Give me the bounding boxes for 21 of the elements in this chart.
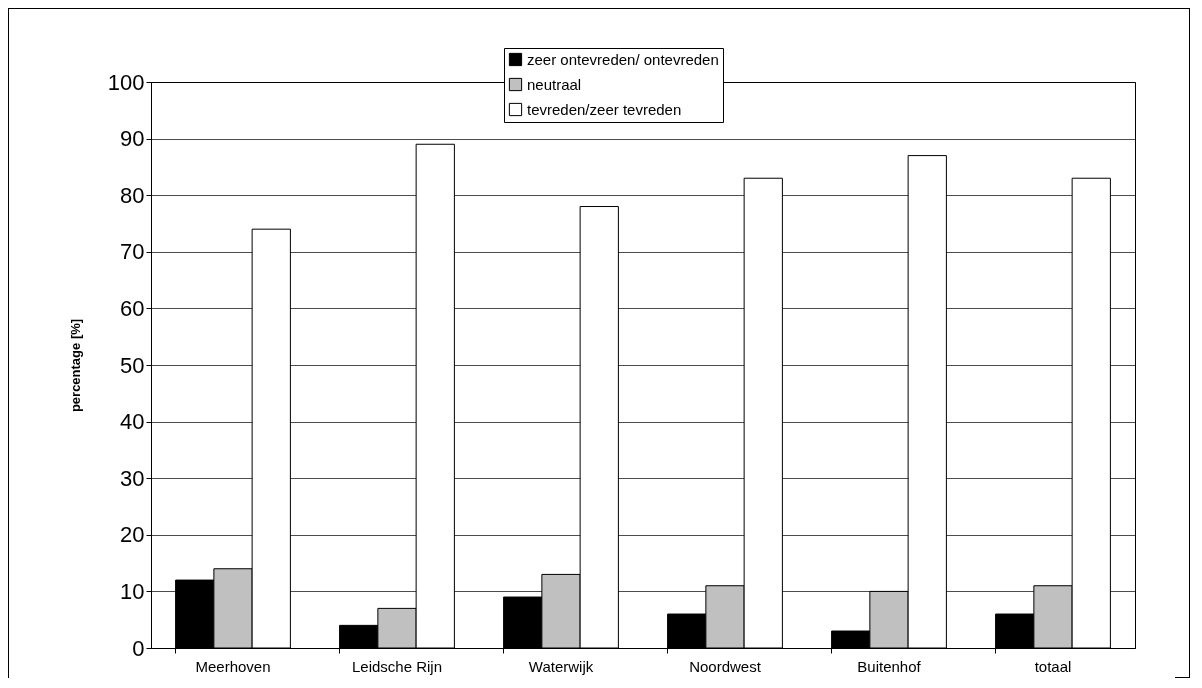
y-tick-label: 10 — [120, 578, 145, 604]
y-tick-label: 100 — [107, 69, 145, 95]
y-tick-label: 40 — [120, 409, 145, 435]
legend-label: neutraal — [527, 75, 582, 93]
x-tick-label: Noordwest — [689, 657, 762, 675]
y-tick-label: 80 — [120, 182, 145, 208]
x-tick-label: totaal — [1034, 657, 1072, 675]
y-tick-label: 30 — [120, 465, 145, 491]
x-tick-label: Leidsche Rijn — [351, 657, 443, 675]
y-tick-label: 20 — [120, 522, 145, 548]
y-tick-label: 90 — [120, 126, 145, 152]
legend-label: zeer ontevreden/ ontevreden — [527, 50, 719, 68]
y-tick-label: 0 — [132, 635, 145, 661]
y-tick-label: 50 — [120, 352, 145, 378]
y-axis-title: percentage [%] — [67, 318, 83, 413]
legend-label: tevreden/zeer tevreden — [527, 100, 682, 118]
x-tick-label: Meerhoven — [195, 657, 271, 675]
y-tick-label: 70 — [120, 239, 145, 265]
y-tick-label: 60 — [120, 295, 145, 321]
x-tick-label: Buitenhof — [857, 657, 922, 675]
x-tick-label: Waterwijk — [528, 657, 594, 675]
